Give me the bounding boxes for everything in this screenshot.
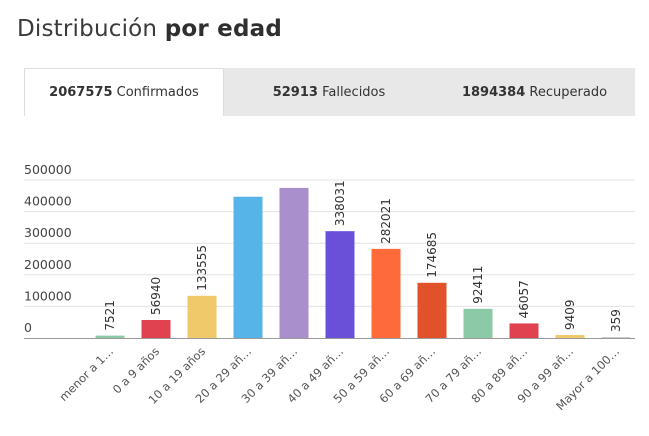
- bar: [141, 320, 171, 338]
- bar: [233, 196, 263, 338]
- data-label: 56940: [149, 277, 163, 315]
- y-tick-label: 500000: [24, 162, 72, 177]
- x-tick-label: menor a 1…: [56, 344, 116, 404]
- bar: [279, 187, 309, 338]
- tab-fallecidos-label: Fallecidos: [322, 84, 386, 100]
- tab-confirmados-value: 2067575: [49, 85, 113, 100]
- title-light: Distribución: [17, 16, 158, 42]
- bar: [509, 323, 539, 338]
- bar: [371, 248, 401, 338]
- data-label: 46057: [517, 280, 531, 318]
- y-tick-label: 400000: [24, 194, 72, 209]
- data-label: 282021: [379, 198, 393, 244]
- bar: [325, 231, 355, 338]
- bar: [95, 335, 125, 338]
- tab-recuperado-value: 1894384: [461, 84, 526, 100]
- tab-recuperado-label: Recuperado: [529, 84, 608, 100]
- tab-bar: 2067575 Confirmados 52913 Fallecidos 189…: [24, 68, 635, 116]
- y-tick-label: 100000: [24, 288, 72, 303]
- data-label: 174685: [425, 232, 439, 278]
- bar: [601, 337, 631, 338]
- tab-confirmados[interactable]: 2067575 Confirmados: [24, 68, 224, 116]
- tab-fallecidos-value: 52913: [272, 84, 318, 100]
- data-label: 359: [609, 309, 623, 332]
- y-tick-label: 200000: [24, 257, 72, 272]
- tab-recuperado[interactable]: 1894384 Recuperado: [434, 68, 635, 116]
- page-title: Distribución por edad: [17, 16, 282, 42]
- y-tick-label: 300000: [24, 225, 72, 240]
- bar: [555, 335, 585, 338]
- data-label: 7521: [103, 300, 117, 331]
- y-tick-label: 0: [24, 320, 32, 335]
- data-label: 338031: [333, 180, 347, 226]
- bar: [417, 282, 447, 338]
- data-label: 9409: [563, 299, 577, 330]
- data-label: 92411: [471, 266, 485, 304]
- tab-confirmados-label: Confirmados: [116, 85, 199, 100]
- bar: [187, 295, 217, 338]
- tab-fallecidos[interactable]: 52913 Fallecidos: [224, 68, 434, 116]
- title-bold: por edad: [164, 16, 282, 42]
- data-label: 133555: [195, 245, 209, 291]
- bar: [463, 308, 493, 338]
